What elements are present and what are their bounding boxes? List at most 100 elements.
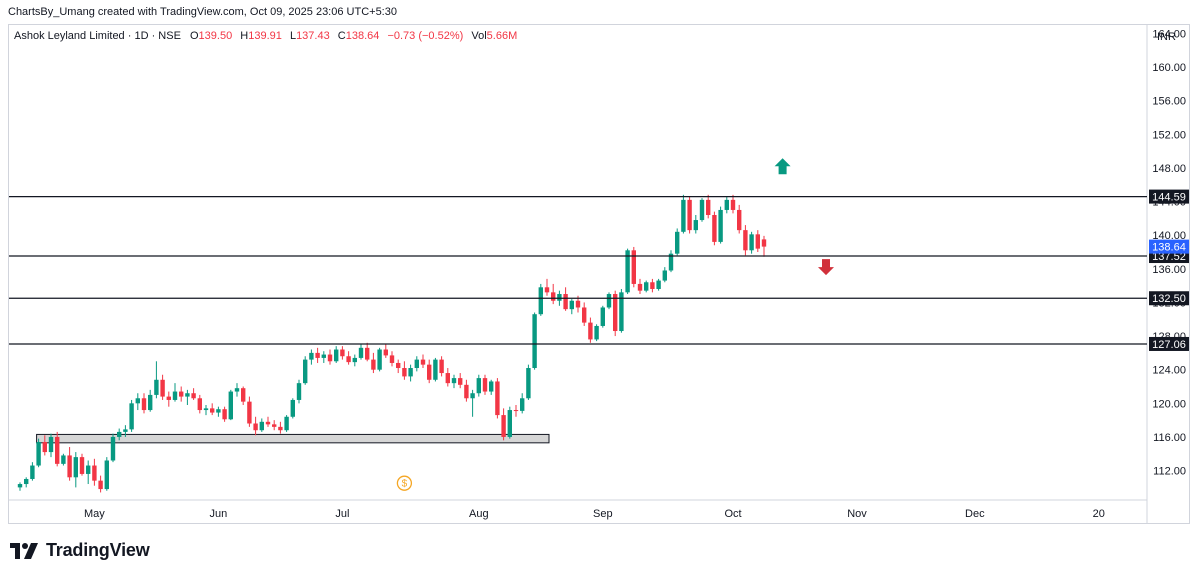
candle-body bbox=[619, 292, 624, 332]
close-value: 138.64 bbox=[345, 30, 380, 42]
candle-body bbox=[408, 368, 413, 377]
candle-body bbox=[470, 393, 475, 399]
y-tick-label: 164.00 bbox=[1152, 28, 1186, 40]
x-tick-label: May bbox=[84, 508, 105, 520]
candle-body bbox=[625, 250, 630, 293]
candle-body bbox=[396, 362, 401, 369]
candle-body bbox=[445, 373, 450, 384]
candle-body bbox=[358, 347, 364, 358]
last-price-tag bbox=[1149, 239, 1189, 254]
candle-body bbox=[662, 270, 667, 281]
candle-body bbox=[79, 457, 85, 474]
candle-body bbox=[420, 359, 426, 365]
candle-body bbox=[730, 199, 736, 210]
candle-body bbox=[67, 455, 72, 478]
candle-body bbox=[265, 421, 271, 425]
candle-body bbox=[129, 403, 134, 430]
candle-body bbox=[544, 287, 550, 293]
high-label: H bbox=[240, 30, 249, 42]
candle-body bbox=[637, 283, 643, 291]
y-tick-label: 120.00 bbox=[1152, 398, 1186, 410]
candle-body bbox=[334, 349, 339, 362]
candle-body bbox=[321, 354, 326, 358]
candle-body bbox=[303, 359, 308, 384]
candle-body bbox=[92, 465, 97, 481]
candle-body bbox=[724, 199, 729, 210]
candle-body bbox=[135, 398, 140, 404]
candle-body bbox=[476, 378, 481, 394]
candle-body bbox=[234, 388, 240, 392]
candle-body bbox=[755, 234, 760, 249]
high-value: 139.91 bbox=[248, 30, 282, 42]
candle-body bbox=[352, 357, 357, 363]
candle-body bbox=[569, 300, 574, 310]
candle-body bbox=[278, 426, 283, 431]
candle-body bbox=[389, 355, 395, 363]
candle-body bbox=[86, 465, 91, 474]
candle-body bbox=[315, 352, 320, 358]
candle-body bbox=[216, 409, 221, 413]
symbol-legend: Ashok Leyland Limited · 1D · NSE O139.50… bbox=[14, 30, 522, 42]
candle-body bbox=[61, 455, 66, 464]
candle-body bbox=[197, 398, 202, 411]
level-price-tag bbox=[1149, 336, 1189, 351]
candle-body bbox=[402, 368, 407, 377]
currency-label[interactable]: INR bbox=[1157, 31, 1176, 43]
open-value: 139.50 bbox=[198, 30, 233, 42]
tradingview-logo-icon bbox=[10, 542, 38, 559]
candle-body bbox=[377, 349, 382, 370]
candle-body bbox=[203, 408, 209, 411]
candle-body bbox=[687, 199, 692, 231]
candle-body bbox=[228, 391, 233, 420]
candle-body bbox=[582, 307, 587, 323]
low-value: 137.43 bbox=[296, 30, 330, 42]
candle-body bbox=[427, 364, 432, 380]
candle-body bbox=[594, 325, 599, 340]
candle-body bbox=[296, 383, 302, 400]
candle-body bbox=[489, 381, 494, 392]
candle-body bbox=[346, 356, 351, 363]
tradingview-logo[interactable]: TradingView bbox=[10, 540, 150, 561]
dividend-marker-label: $ bbox=[402, 479, 408, 490]
candle-body bbox=[259, 421, 264, 431]
candle-body bbox=[575, 300, 581, 308]
level-price-label: 127.06 bbox=[1152, 339, 1186, 351]
x-tick-label: Dec bbox=[965, 508, 985, 520]
candle-body bbox=[644, 282, 649, 291]
candle-body bbox=[693, 220, 698, 231]
candle-body bbox=[675, 231, 680, 254]
candle-body bbox=[98, 480, 103, 490]
x-tick-label: Sep bbox=[593, 508, 613, 520]
candle-body bbox=[179, 391, 184, 397]
candle-body bbox=[166, 396, 171, 400]
candle-body bbox=[383, 349, 388, 356]
candle-body bbox=[451, 378, 457, 384]
candle-body bbox=[290, 399, 295, 417]
candle-body bbox=[185, 393, 190, 397]
candle-body bbox=[30, 465, 35, 479]
candle-body bbox=[55, 436, 60, 464]
candle-body bbox=[718, 209, 723, 242]
candle-body bbox=[458, 378, 463, 385]
candle-body bbox=[681, 199, 686, 232]
level-price-label: 132.50 bbox=[1152, 293, 1186, 305]
candle-body bbox=[148, 394, 153, 411]
arrow-down-icon[interactable] bbox=[818, 259, 834, 276]
candle-body bbox=[73, 457, 78, 478]
candle-body bbox=[172, 391, 178, 400]
dividend-marker-icon[interactable] bbox=[396, 475, 413, 491]
chart-frame[interactable] bbox=[8, 24, 1190, 524]
candle-body bbox=[371, 359, 376, 370]
y-tick-label: 152.00 bbox=[1152, 129, 1186, 141]
candle-body bbox=[501, 415, 506, 437]
candle-body bbox=[365, 347, 370, 360]
y-tick-label: 148.00 bbox=[1152, 163, 1186, 175]
candle-body bbox=[141, 398, 147, 411]
candle-body bbox=[737, 209, 742, 231]
x-tick-label: Nov bbox=[847, 508, 867, 520]
volume-value: 5.66M bbox=[486, 30, 518, 42]
arrow-up-icon[interactable] bbox=[774, 158, 791, 175]
candle-body bbox=[154, 379, 159, 395]
support-zone[interactable] bbox=[36, 433, 550, 444]
